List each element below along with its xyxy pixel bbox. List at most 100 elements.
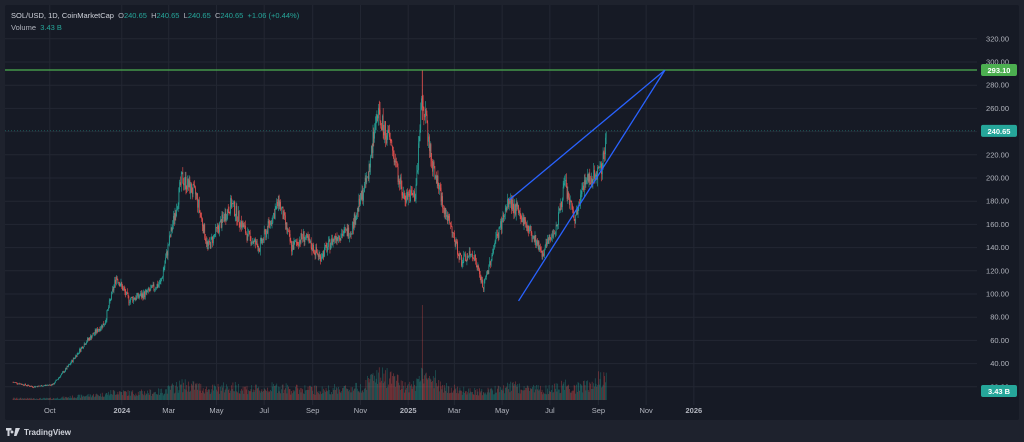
- candle-body: [285, 223, 287, 225]
- volume-bar: [540, 391, 542, 400]
- candle-body: [263, 230, 265, 241]
- volume-bar: [183, 382, 184, 400]
- x-tick-label: 2025: [400, 406, 417, 415]
- candle-body: [256, 240, 257, 245]
- volume-bar: [283, 392, 285, 400]
- candle-body: [511, 197, 512, 210]
- volume-bar: [179, 380, 181, 400]
- candle-body: [73, 358, 75, 359]
- volume-bar: [482, 392, 484, 400]
- high-value: 240.65: [156, 11, 180, 20]
- volume-bar: [287, 384, 289, 400]
- volume-bar: [102, 396, 104, 400]
- candle-body: [135, 298, 137, 300]
- candle-body: [594, 169, 595, 179]
- volume-bar: [297, 388, 299, 400]
- volume-bar: [188, 386, 190, 400]
- change-value: +1.06 (+0.44%): [247, 11, 300, 20]
- candle-body: [50, 384, 52, 386]
- candle-body: [310, 240, 312, 248]
- candle-body: [157, 284, 159, 287]
- candle-body: [301, 233, 303, 238]
- volume-badge[interactable]: 3.43 B: [988, 387, 1011, 396]
- level-price-badge[interactable]: 293.10: [988, 66, 1011, 75]
- chart-panel[interactable]: 320.00300.00280.00260.00240.00220.00200.…: [5, 5, 1019, 420]
- volume-bar: [493, 394, 494, 400]
- volume-bar: [203, 392, 205, 400]
- y-tick-label: 260.00: [986, 104, 1009, 113]
- volume-bar: [191, 383, 192, 400]
- candle-body: [458, 254, 460, 260]
- x-tick-label: 2026: [686, 406, 703, 415]
- candle-body: [500, 221, 501, 228]
- candle-body: [455, 241, 457, 246]
- brand-name[interactable]: TradingView: [24, 427, 71, 437]
- candle-body: [334, 235, 335, 241]
- volume-bar: [280, 393, 281, 400]
- candle-body: [172, 224, 174, 231]
- candle-body: [526, 223, 527, 228]
- candle-body: [533, 236, 534, 239]
- volume-bar: [15, 398, 17, 400]
- volume-bar: [148, 393, 149, 400]
- candle-body: [528, 230, 530, 232]
- candle-body: [25, 385, 27, 386]
- candle-body: [56, 379, 58, 381]
- volume-bar: [144, 391, 145, 400]
- volume-bar: [346, 388, 347, 400]
- candle-body: [505, 207, 507, 211]
- candle-body: [37, 385, 39, 388]
- candle-body: [225, 212, 227, 220]
- tradingview-logo-icon[interactable]: [6, 428, 20, 436]
- volume-bar: [572, 390, 574, 400]
- volume-bar: [390, 371, 392, 400]
- volume-bar: [405, 389, 407, 400]
- volume-bar: [420, 380, 422, 400]
- volume-bar: [52, 398, 54, 400]
- candle-body: [500, 221, 502, 230]
- candle-body: [522, 217, 523, 223]
- candle-body: [406, 192, 407, 202]
- candle-body: [367, 176, 368, 177]
- volume-bar: [62, 398, 64, 400]
- volume-bar: [378, 367, 380, 400]
- volume-bar: [585, 390, 587, 400]
- candle-body: [565, 179, 566, 182]
- volume-bar: [78, 394, 80, 400]
- candle-body: [414, 191, 415, 201]
- volume-bar: [553, 391, 555, 400]
- candle-body: [26, 385, 28, 387]
- volume-bar: [512, 382, 514, 400]
- candle-body: [529, 226, 531, 227]
- candle-body: [238, 211, 239, 222]
- volume-bar: [522, 390, 524, 400]
- volume-bar: [257, 387, 259, 400]
- candle-body: [151, 285, 153, 287]
- trendline[interactable]: [508, 69, 666, 201]
- volume-bar: [554, 388, 556, 400]
- candle-body: [488, 266, 490, 274]
- volume-bar: [106, 392, 108, 400]
- candle-body: [457, 241, 458, 255]
- candle-body: [444, 208, 446, 215]
- last-price-badge[interactable]: 240.65: [988, 127, 1011, 136]
- volume-bar: [85, 396, 87, 400]
- candle-body: [185, 176, 187, 190]
- candle-body: [169, 235, 171, 237]
- candle-body: [398, 180, 400, 182]
- candle-body: [80, 347, 82, 352]
- volume-bar: [239, 393, 241, 400]
- volume-bar: [443, 392, 444, 400]
- candle-body: [195, 193, 197, 195]
- volume-bar: [343, 385, 345, 400]
- volume-bar: [510, 381, 512, 400]
- candle-body: [605, 137, 606, 155]
- volume-bar: [294, 390, 296, 400]
- trendline[interactable]: [518, 69, 666, 302]
- candle-body: [57, 379, 58, 380]
- price-chart[interactable]: 320.00300.00280.00260.00240.00220.00200.…: [5, 5, 1019, 420]
- volume-bar: [32, 398, 33, 400]
- volume-bar: [104, 396, 105, 400]
- volume-bar: [124, 391, 126, 400]
- volume-bar: [334, 384, 335, 400]
